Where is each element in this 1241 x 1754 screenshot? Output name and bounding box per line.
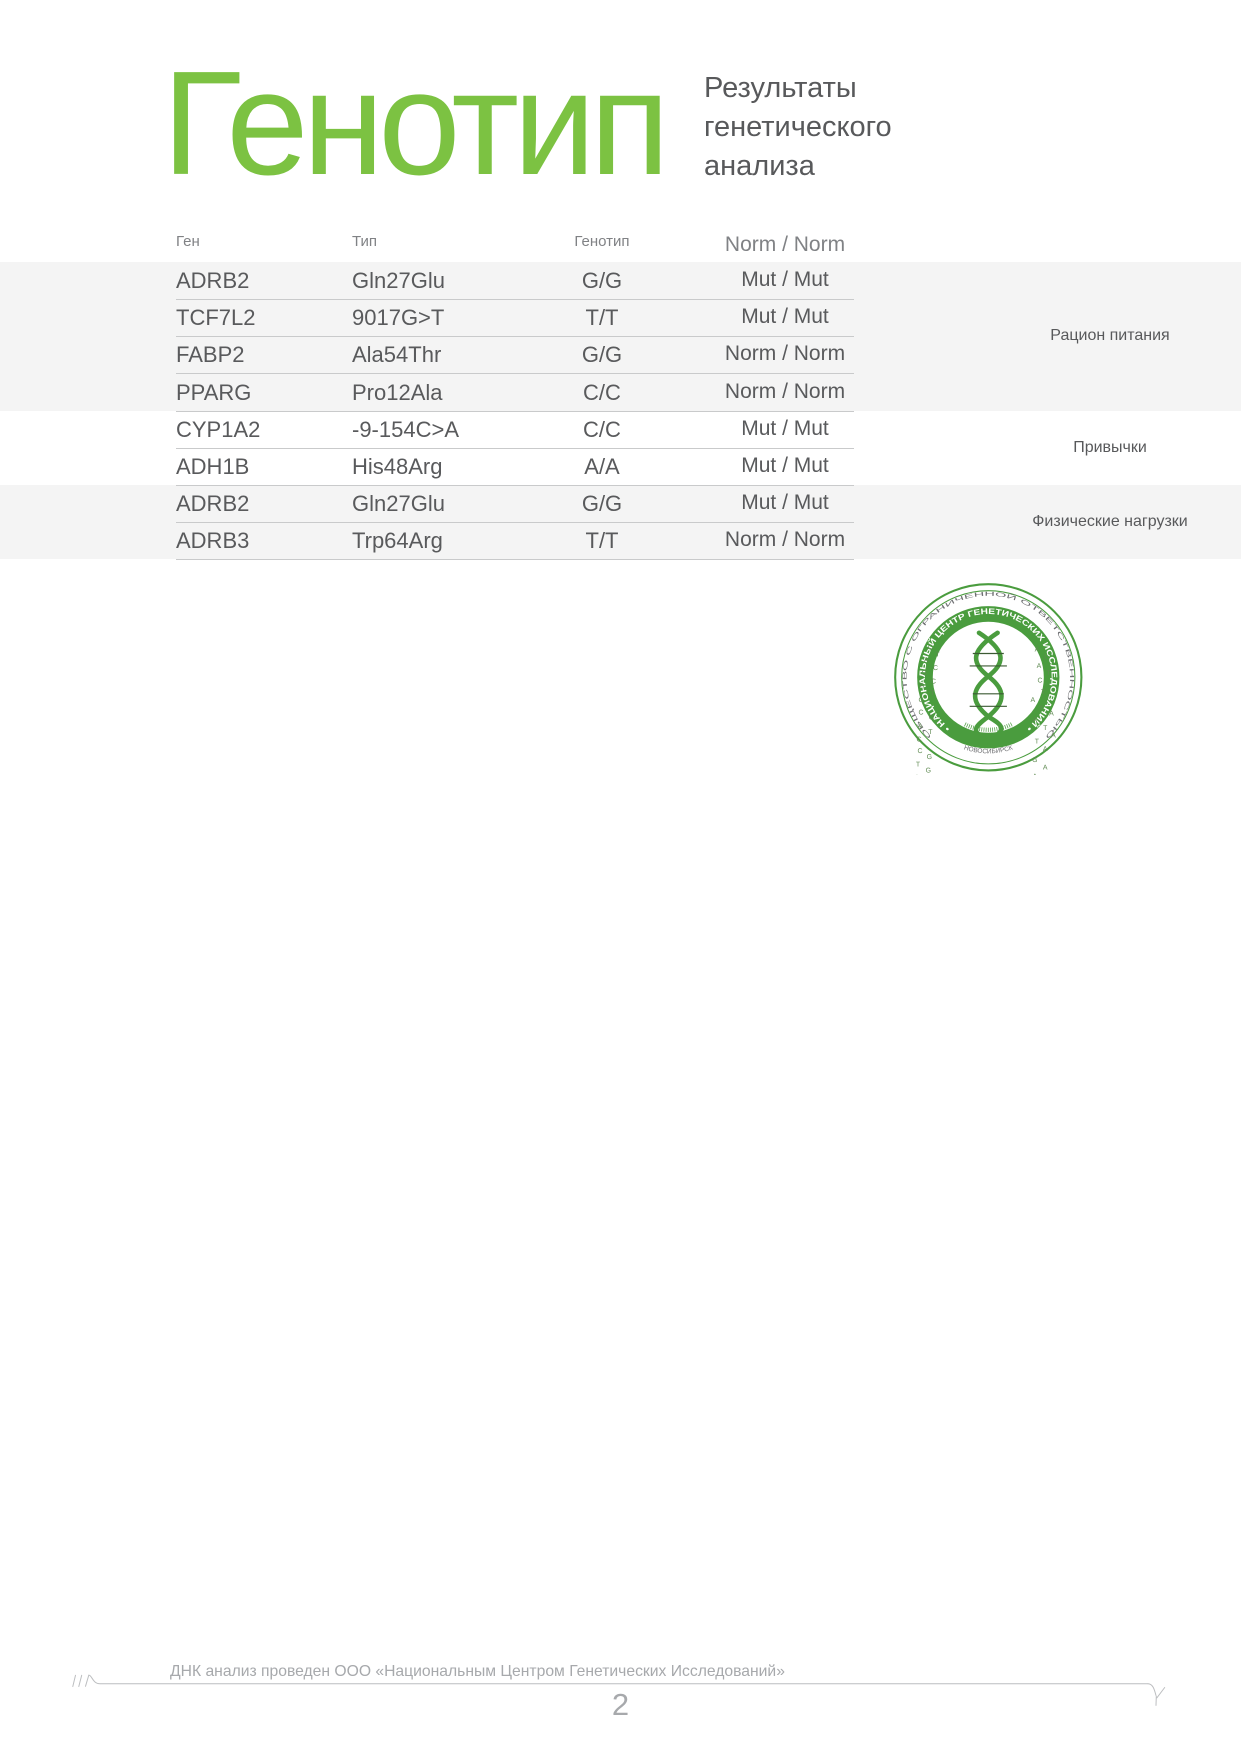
svg-text:A: A xyxy=(1036,662,1041,669)
svg-text:G: G xyxy=(1032,757,1037,764)
svg-text:A: A xyxy=(1043,745,1048,752)
svg-text:A: A xyxy=(1032,773,1037,775)
svg-text:A: A xyxy=(1051,732,1056,739)
svg-text:A: A xyxy=(1030,697,1035,704)
svg-text:T: T xyxy=(928,729,932,736)
svg-text:G: G xyxy=(925,767,930,774)
svg-text:T: T xyxy=(1046,670,1050,677)
svg-text:C: C xyxy=(917,747,922,754)
svg-text:G: G xyxy=(926,754,931,761)
svg-text:T: T xyxy=(1039,705,1043,712)
svg-text:A: A xyxy=(914,774,919,775)
svg-text:L: L xyxy=(1044,653,1048,660)
svg-text:C: C xyxy=(928,644,933,651)
svg-text:C: C xyxy=(931,678,936,685)
svg-text:T: T xyxy=(935,651,939,658)
svg-text:A: A xyxy=(1034,646,1039,653)
svg-text:C: C xyxy=(933,665,938,672)
svg-text:C: C xyxy=(916,736,921,743)
svg-text:A: A xyxy=(917,723,922,730)
svg-text:A: A xyxy=(1043,764,1048,771)
svg-text:T: T xyxy=(930,689,934,696)
svg-text:G: G xyxy=(928,714,933,721)
svg-text:T: T xyxy=(1041,688,1045,695)
svg-text:A: A xyxy=(1032,716,1037,723)
svg-text:G: G xyxy=(921,670,926,677)
svg-text:C: C xyxy=(918,697,923,704)
svg-text:T: T xyxy=(1043,725,1047,732)
svg-text:C: C xyxy=(918,709,923,716)
svg-text:A: A xyxy=(1049,710,1054,717)
svg-text:C: C xyxy=(1037,677,1042,684)
svg-text:T: T xyxy=(1034,738,1038,745)
svg-text:A: A xyxy=(919,682,924,689)
svg-text:A: A xyxy=(924,656,929,663)
svg-text:T: T xyxy=(916,761,920,768)
